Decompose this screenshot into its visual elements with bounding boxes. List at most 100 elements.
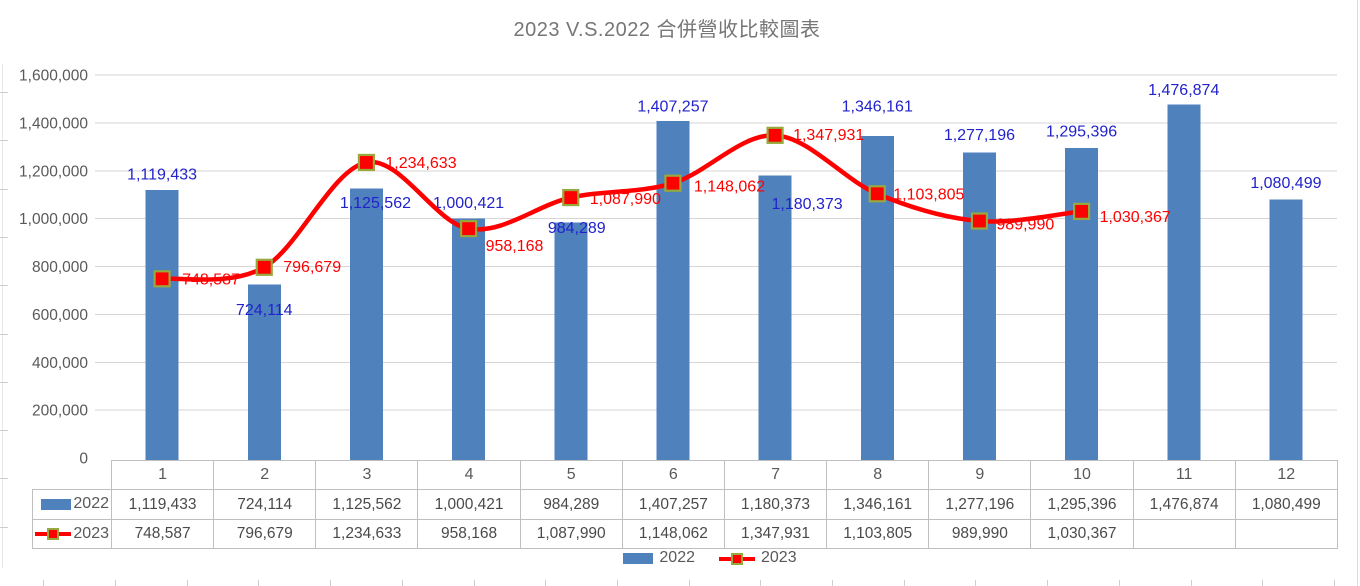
bar-2022-month-11[interactable] xyxy=(1167,104,1201,460)
sheet-gridline xyxy=(903,580,905,586)
sheet-gridline xyxy=(1333,580,1335,586)
sheet-gridline xyxy=(0,92,8,93)
line-label-2023-month-3: 1,234,633 xyxy=(385,155,456,172)
line-label-2023-month-8: 1,103,805 xyxy=(893,186,964,203)
bar-2022-month-10[interactable] xyxy=(1065,147,1099,460)
table-value-2022-month-11: 1,476,874 xyxy=(1132,489,1236,520)
line-label-2023-month-9: 989,990 xyxy=(996,217,1054,234)
marker-2023-month-9[interactable] xyxy=(970,212,989,230)
y-axis-label-800000: 800,000 xyxy=(32,259,88,276)
y-axis-label-200000: 200,000 xyxy=(32,403,88,420)
sheet-gridline xyxy=(760,580,762,586)
bar-2022-month-2[interactable] xyxy=(247,284,281,460)
line-label-2023-month-7: 1,347,931 xyxy=(793,127,864,144)
bar-2022-month-6[interactable] xyxy=(656,121,690,461)
sheet-gridline xyxy=(688,580,690,586)
bar-2022-month-8[interactable] xyxy=(860,135,894,461)
table-header-month-6: 6 xyxy=(621,460,725,490)
table-value-2022-month-8: 1,346,161 xyxy=(826,489,930,520)
marker-2023-month-1[interactable] xyxy=(153,270,171,288)
bar-2022-month-7[interactable] xyxy=(758,175,792,460)
sheet-gridline xyxy=(1190,580,1192,586)
bar-label-2022-month-9: 1,277,196 xyxy=(944,127,1015,144)
table-header-month-10: 10 xyxy=(1030,460,1134,490)
chart-data-table: 1 2 3 4 5 6 7 8 9 10 11 12 2022 1,119,433 724,114 1,125… xyxy=(32,460,1338,549)
line-label-2023-month-10: 1,030,367 xyxy=(1100,209,1171,226)
y-axis-label-1600000: 1,600,000 xyxy=(19,68,88,85)
table-value-2023-month-11 xyxy=(1132,519,1236,549)
marker-2023-month-2[interactable] xyxy=(255,258,273,276)
bar-2022-month-4[interactable] xyxy=(452,218,486,460)
marker-2023-month-5[interactable] xyxy=(562,188,580,207)
table-header-month-2: 2 xyxy=(213,460,317,490)
table-value-2023-month-6: 1,148,062 xyxy=(621,519,725,549)
bar-label-2022-month-10: 1,295,396 xyxy=(1046,123,1117,140)
bar-label-2022-month-2: 724,114 xyxy=(236,302,293,319)
line-2023[interactable] xyxy=(159,133,1084,282)
bar-label-2022-month-1: 1,119,433 xyxy=(127,167,197,184)
y-axis-label-1200000: 1,200,000 xyxy=(19,163,88,180)
table-value-2022-month-10: 1,295,396 xyxy=(1030,489,1134,520)
sheet-gridline xyxy=(1357,0,1358,586)
table-value-2022-month-2: 724,114 xyxy=(213,489,317,520)
sheet-gridline xyxy=(401,580,403,586)
marker-2023-month-8[interactable] xyxy=(868,185,886,203)
legend-item-2023[interactable]: 2023 xyxy=(719,549,797,567)
marker-2023-month-6[interactable] xyxy=(664,174,682,192)
table-corner xyxy=(33,461,112,490)
y-axis-label-1400000: 1,400,000 xyxy=(19,115,88,132)
sheet-gridline xyxy=(616,580,618,586)
table-header-month-7: 7 xyxy=(723,460,828,490)
bar-2022-month-5[interactable] xyxy=(554,222,588,460)
table-value-2023-month-4: 958,168 xyxy=(417,519,521,549)
table-header-month-8: 8 xyxy=(826,460,930,490)
sheet-gridline xyxy=(545,580,547,586)
bar-2022-month-3[interactable] xyxy=(349,188,383,460)
bar-label-2022-month-6: 1,407,257 xyxy=(637,99,708,116)
marker-2023-month-3[interactable] xyxy=(357,153,376,172)
table-value-2022-month-6: 1,407,257 xyxy=(621,489,725,520)
sheet-gridline xyxy=(0,478,8,480)
sheet-gridline xyxy=(43,580,45,586)
table-value-2023-month-2: 796,679 xyxy=(213,519,317,549)
line-label-2023-month-1: 748,587 xyxy=(182,271,240,288)
table-header-month-5: 5 xyxy=(519,460,623,490)
sheet-gridline xyxy=(258,580,260,586)
legend-label-2022: 2022 xyxy=(659,549,695,566)
marker-2023-month-7[interactable] xyxy=(766,126,784,144)
sheet-gridline xyxy=(1262,580,1264,586)
table-value-2023-month-10: 1,030,367 xyxy=(1030,519,1134,549)
sheet-gridline xyxy=(186,580,188,586)
bar-2022-month-1[interactable] xyxy=(145,190,179,461)
sheet-gridline xyxy=(330,580,332,586)
sheet-gridline xyxy=(2,64,3,568)
marker-2023-month-10[interactable] xyxy=(1072,202,1091,220)
line-label-2023-month-4: 958,168 xyxy=(486,238,544,255)
bar-2022-month-9[interactable] xyxy=(962,152,996,460)
chart-legend: 2022 2023 xyxy=(30,549,1360,567)
sheet-gridline xyxy=(0,140,8,142)
line-label-2023-month-6: 1,148,062 xyxy=(694,179,765,196)
sheet-gridline xyxy=(975,580,977,586)
table-value-2023-month-12 xyxy=(1234,519,1338,549)
bar-2022-month-12[interactable] xyxy=(1269,199,1303,461)
bar-label-2022-month-5: 984,289 xyxy=(548,220,606,237)
bar-label-2022-month-7: 1,180,373 xyxy=(771,196,842,213)
line-label-2023-month-5: 1,087,990 xyxy=(590,191,661,208)
bar-label-2022-month-11: 1,476,874 xyxy=(1148,82,1219,99)
sheet-gridline xyxy=(832,580,833,586)
legend-item-2022[interactable]: 2022 xyxy=(623,549,695,567)
table-header-month-4: 4 xyxy=(417,460,521,490)
table-value-2022-month-7: 1,180,373 xyxy=(723,489,828,520)
bar-label-2022-month-12: 1,080,499 xyxy=(1250,175,1321,192)
marker-2023-month-4[interactable] xyxy=(459,220,478,238)
chart-title: 2023 V.S.2022 合併營收比較圖表 xyxy=(513,19,821,41)
legend-label-2023: 2023 xyxy=(761,549,797,566)
table-swatch-2023-line-marker-icon xyxy=(35,527,72,541)
bar-label-2022-month-3: 1,125,562 xyxy=(340,195,411,212)
table-value-2023-month-7: 1,347,931 xyxy=(723,519,828,549)
table-swatch-2022-bar-icon xyxy=(41,498,72,510)
sheet-gridline xyxy=(0,333,8,335)
bar-label-2022-month-4: 1,000,421 xyxy=(433,195,504,212)
